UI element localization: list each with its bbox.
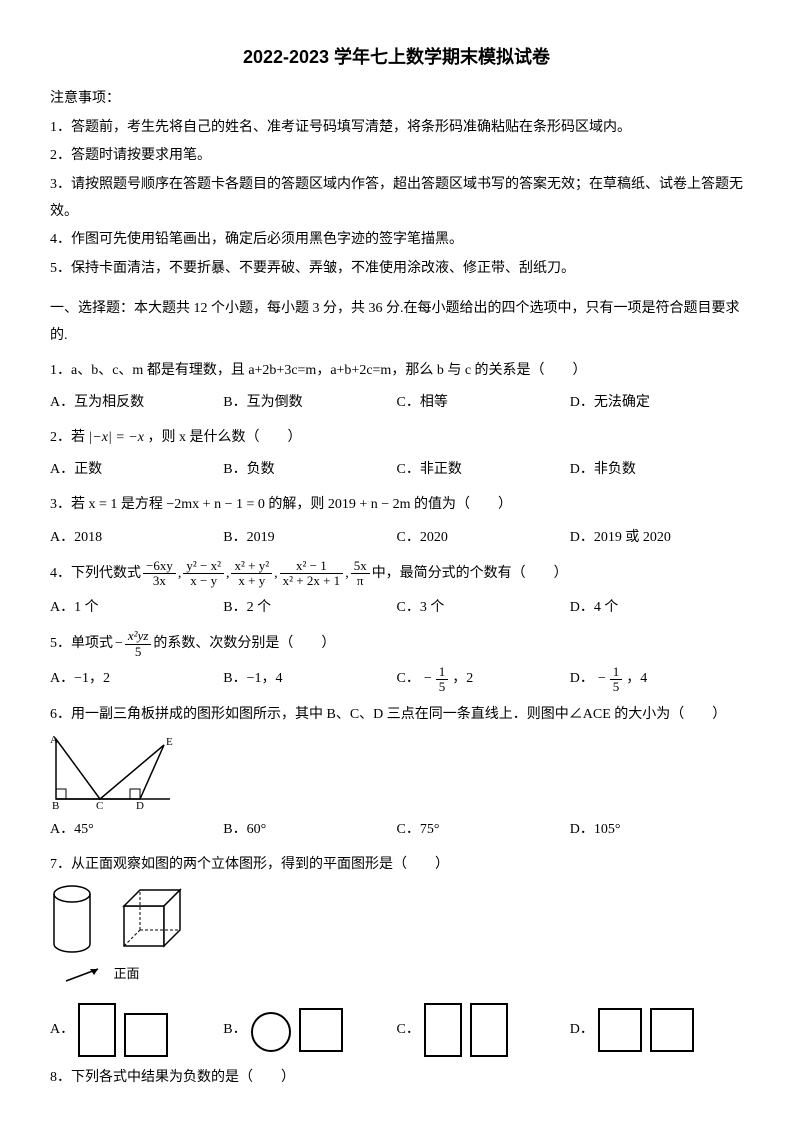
- square-shape: [598, 1008, 642, 1052]
- fraction: x² − 1x² + 2x + 1: [280, 559, 344, 589]
- options-row: A．正数 B．负数 C．非正数 D．非负数: [50, 457, 743, 484]
- fraction: 5xπ: [351, 559, 370, 589]
- option-d: D．4 个: [570, 595, 743, 622]
- cylinder-icon: [50, 884, 94, 956]
- options-row: A．−1，2 B．−1，4 C．− 15 ，2 D．− 15 ，4: [50, 665, 743, 695]
- question-text: 8．下列各式中结果为负数的是（ ）: [50, 1065, 743, 1092]
- square-shape: [650, 1008, 694, 1052]
- question-text: 6．用一副三角板拼成的图形如图所示，其中 B、C、D 三点在同一条直线上．则图中…: [50, 702, 743, 729]
- option-d: D．105°: [570, 817, 743, 844]
- option-b: B．2019: [223, 525, 396, 552]
- svg-text:C: C: [96, 800, 103, 811]
- option-b: B．2 个: [223, 595, 396, 622]
- question-6: 6．用一副三角板拼成的图形如图所示，其中 B、C、D 三点在同一条直线上．则图中…: [50, 702, 743, 843]
- note-item: 5．保持卡面清洁，不要折暴、不要弄破、弄皱，不准使用涂改液、修正带、刮纸刀。: [50, 256, 743, 283]
- question-text: 2．若: [50, 430, 85, 445]
- cube-icon: [112, 884, 192, 956]
- rect-shape: [424, 1003, 462, 1057]
- notes-block: 注意事项： 1．答题前，考生先将自己的姓名、准考证号码填写清楚，将条形码准确粘贴…: [50, 86, 743, 282]
- note-item: 1．答题前，考生先将自己的姓名、准考证号码填写清楚，将条形码准确粘贴在条形码区域…: [50, 115, 743, 142]
- options-row: A．2018 B．2019 C．2020 D．2019 或 2020: [50, 525, 743, 552]
- option-a: A．互为相反数: [50, 390, 223, 417]
- option-c: C．3 个: [397, 595, 570, 622]
- option-d: D．− 15 ，4: [570, 665, 743, 695]
- option-c: C．75°: [397, 817, 570, 844]
- svg-text:A: A: [50, 734, 58, 746]
- fraction: −6xy3x: [143, 559, 176, 589]
- question-text: 4．下列代数式: [50, 561, 141, 588]
- option-b: B．: [223, 1003, 396, 1057]
- svg-text:D: D: [136, 800, 144, 811]
- question-7: 7．从正面观察如图的两个立体图形，得到的平面图形是（ ） 正面 A．: [50, 852, 743, 1057]
- option-b: B．60°: [223, 817, 396, 844]
- option-a: A．1 个: [50, 595, 223, 622]
- option-b: B．互为倒数: [223, 390, 396, 417]
- option-b: B．−1，4: [223, 665, 396, 695]
- fraction: x²yz5: [125, 629, 152, 659]
- front-arrow: 正面: [60, 962, 743, 989]
- question-text: ，则 x 是什么数（ ）: [147, 430, 301, 445]
- options-row: A．互为相反数 B．互为倒数 C．相等 D．无法确定: [50, 390, 743, 417]
- question-3: 3．若 x = 1 是方程 −2mx + n − 1 = 0 的解，则 2019…: [50, 492, 743, 551]
- question-text: 中，最简分式的个数有（ ）: [372, 561, 568, 588]
- question-2: 2．若 |−x| = −x ，则 x 是什么数（ ） A．正数 B．负数 C．非…: [50, 425, 743, 484]
- question-1: 1．a、b、c、m 都是有理数，且 a+2b+3c=m，a+b+2c=m，那么 …: [50, 358, 743, 417]
- question-text: 3．若 x = 1 是方程 −2mx + n − 1 = 0 的解，则 2019…: [50, 492, 743, 519]
- question-5: 5．单项式 − x²yz5 的系数、次数分别是（ ） A．−1，2 B．−1，4…: [50, 629, 743, 694]
- svg-text:B: B: [52, 800, 59, 811]
- fraction: y² − x²x − y: [183, 559, 224, 589]
- option-a: A．2018: [50, 525, 223, 552]
- circle-shape: [251, 1012, 291, 1052]
- fraction: x² + y²x + y: [231, 559, 272, 589]
- note-item: 2．答题时请按要求用笔。: [50, 143, 743, 170]
- svg-text:E: E: [166, 736, 173, 748]
- question-text: 5．单项式: [50, 631, 113, 658]
- notes-header: 注意事项：: [50, 86, 743, 113]
- formula: |−x| = −x: [89, 430, 144, 445]
- square-shape: [124, 1013, 168, 1057]
- option-a: A．正数: [50, 457, 223, 484]
- options-row: A．45° B．60° C．75° D．105°: [50, 817, 743, 844]
- section-header: 一、选择题：本大题共 12 个小题，每小题 3 分，共 36 分.在每小题给出的…: [50, 296, 743, 349]
- page-title: 2022-2023 学年七上数学期末模拟试卷: [50, 40, 743, 74]
- option-a: A．45°: [50, 817, 223, 844]
- option-c: C．非正数: [397, 457, 570, 484]
- option-c: C．相等: [397, 390, 570, 417]
- question-text: 的系数、次数分别是（ ）: [153, 631, 335, 658]
- question-text: 1．a、b、c、m 都是有理数，且 a+2b+3c=m，a+b+2c=m，那么 …: [50, 358, 743, 385]
- option-a: A．−1，2: [50, 665, 223, 695]
- options-row: A．1 个 B．2 个 C．3 个 D．4 个: [50, 595, 743, 622]
- option-d: D．: [570, 1003, 743, 1057]
- option-d: D．2019 或 2020: [570, 525, 743, 552]
- option-d: D．无法确定: [570, 390, 743, 417]
- option-b: B．负数: [223, 457, 396, 484]
- triangle-figure: A E B C D: [50, 733, 743, 811]
- option-a: A．: [50, 1003, 223, 1057]
- question-8: 8．下列各式中结果为负数的是（ ）: [50, 1065, 743, 1092]
- option-c: C．2020: [397, 525, 570, 552]
- solids-figure: [50, 884, 743, 956]
- question-4: 4．下列代数式 −6xy3x, y² − x²x − y, x² + y²x +…: [50, 559, 743, 621]
- option-c: C．: [397, 1003, 570, 1057]
- note-item: 4．作图可先使用铅笔画出，确定后必须用黑色字迹的签字笔描黑。: [50, 227, 743, 254]
- rect-shape: [78, 1003, 116, 1057]
- option-c: C．− 15 ，2: [397, 665, 570, 695]
- rect-shape: [470, 1003, 508, 1057]
- square-shape: [299, 1008, 343, 1052]
- option-d: D．非负数: [570, 457, 743, 484]
- note-item: 3．请按照题号顺序在答题卡各题目的答题区域内作答，超出答题区域书写的答案无效；在…: [50, 172, 743, 225]
- options-row: A． B． C． D．: [50, 1003, 743, 1057]
- question-text: 7．从正面观察如图的两个立体图形，得到的平面图形是（ ）: [50, 852, 743, 879]
